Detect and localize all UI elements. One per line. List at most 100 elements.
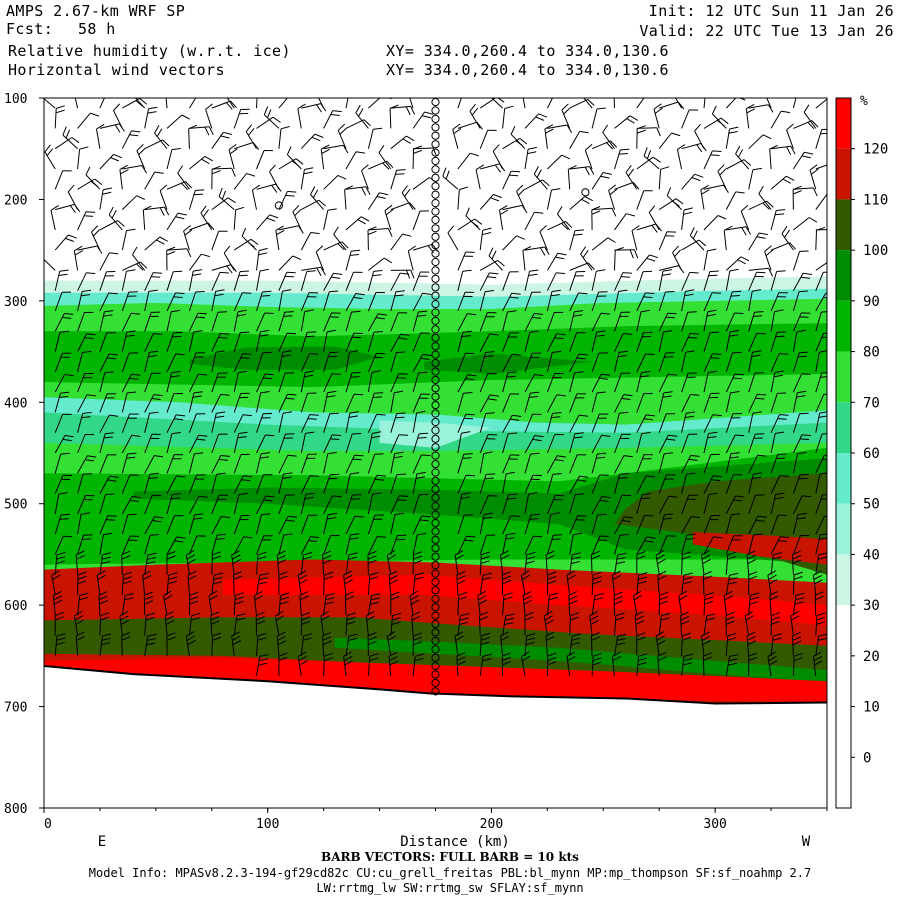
wind-barb-787 (681, 350, 695, 373)
wind-barb-46 (77, 455, 97, 474)
barb-staff (502, 292, 513, 312)
barb-staff (390, 352, 397, 373)
barb-flag (308, 540, 318, 542)
barb-staff (815, 554, 820, 575)
barb-flag (508, 493, 518, 496)
wind-barb-443 (390, 434, 408, 454)
barb-flag (324, 576, 333, 580)
barb-flag (677, 144, 686, 150)
barb-flag (154, 125, 160, 134)
barb-flag (260, 329, 270, 333)
barb-staff (211, 394, 222, 413)
wind-barb-673 (591, 391, 606, 413)
wind-barb-732 (636, 414, 655, 433)
barb-flag (351, 249, 361, 252)
barb-flag (186, 554, 196, 560)
wind-barb-717 (636, 127, 661, 137)
barb-flag (389, 575, 398, 580)
barb-flag (814, 660, 823, 666)
barb-flag (189, 591, 199, 596)
barb-flag (665, 316, 675, 319)
wind-barb-51 (75, 550, 85, 575)
barb-flag (578, 353, 588, 356)
barb-flag (445, 170, 450, 180)
barb-flag (410, 594, 419, 601)
wind-barb-647 (569, 454, 587, 474)
wind-barb-337 (300, 633, 313, 656)
barb-flag (623, 394, 633, 397)
terrain-mask (44, 666, 827, 808)
wind-barb-663 (592, 207, 617, 217)
wind-barb-367 (323, 652, 334, 677)
barb-flag (634, 611, 644, 617)
barb-flag (67, 184, 75, 193)
barb-flag (284, 311, 294, 313)
barb-staff (390, 373, 400, 393)
barb-flag (184, 229, 193, 236)
barb-staff (367, 353, 377, 373)
barb-staff (233, 238, 252, 251)
wind-barb-159 (166, 475, 186, 494)
barb-flag (616, 557, 626, 560)
barb-staff (54, 374, 66, 393)
barb-staff (166, 181, 186, 190)
wind-barb-296 (278, 393, 297, 413)
barb-flag (327, 329, 337, 333)
wind-barb-135 (144, 552, 157, 575)
barb-staff (233, 271, 241, 291)
wind-barb-880 (748, 472, 763, 494)
barb-staff (345, 293, 357, 312)
wind-barb-251 (231, 631, 242, 656)
wind-barb-264 (256, 329, 270, 352)
wind-barb-933 (792, 373, 811, 393)
wind-barb-728 (636, 331, 653, 352)
wind-barb-371 (345, 151, 365, 170)
wind-barb-196 (211, 100, 237, 110)
barb-staff (412, 494, 420, 515)
barb-staff (454, 554, 459, 575)
barb-flag (542, 179, 550, 187)
wind-barb-137 (143, 591, 153, 616)
barb-staff (144, 291, 150, 312)
barb-flag (523, 599, 533, 605)
barb-staff (256, 554, 259, 575)
wind-barb-187 (188, 474, 206, 494)
barb-staff (345, 151, 357, 170)
calm-circle (431, 569, 440, 578)
barb-staff (744, 615, 750, 636)
wind-barb-931 (792, 329, 806, 352)
barb-flag (361, 187, 367, 196)
barb-staff (658, 169, 662, 190)
barb-flag (321, 148, 330, 154)
wind-barb-179 (188, 312, 207, 332)
barb-staff (815, 615, 818, 636)
wind-barb-469 (412, 371, 428, 393)
wind-barb-329 (300, 475, 320, 494)
calm-circle (431, 291, 440, 300)
barb-staff (502, 494, 509, 515)
barb-staff (681, 143, 702, 150)
barb-flag (683, 653, 693, 657)
barb-flag (252, 184, 261, 191)
wind-barb-834 (725, 126, 739, 149)
wind-barb-910 (770, 492, 785, 515)
barb-flag (591, 210, 601, 215)
wind-barb-700 (614, 350, 628, 373)
wind-barb-508 (456, 570, 466, 596)
barb-staff (748, 272, 757, 291)
barb-flag (229, 148, 238, 155)
wind-barb-629 (569, 98, 595, 109)
barb-flag (280, 596, 290, 601)
barb-staff (189, 222, 209, 231)
barb-staff (256, 413, 264, 433)
barb-flag (790, 146, 796, 155)
wind-barb-903 (770, 353, 789, 373)
barb-staff (591, 514, 599, 535)
barb-flag (526, 556, 536, 560)
wind-barb-635 (556, 206, 571, 231)
wind-barb-723 (631, 225, 640, 251)
barb-staff (300, 372, 306, 393)
barb-flag (419, 519, 429, 522)
barb-flag (572, 552, 582, 556)
barb-staff (77, 112, 91, 129)
